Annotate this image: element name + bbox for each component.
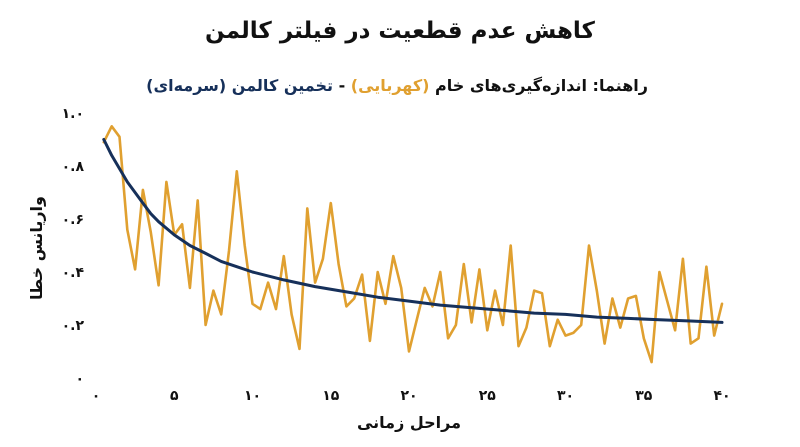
axes: ۰ ۰.۲ ۰.۴ ۰.۶ ۰.۸ ۱.۰ ۰ ۵ ۱۰ ۱۵ ۲۰ ۲۵ ۳۰ ۳۵ ۴۰ bbox=[62, 106, 731, 404]
y-axis-label: واریانس خطا bbox=[27, 196, 46, 300]
y-tick-label: ۰.۴ bbox=[62, 265, 85, 281]
x-tick-label: ۱۰ bbox=[244, 388, 261, 404]
y-tick-label: ۰ bbox=[75, 371, 84, 387]
x-tick-label: ۰ bbox=[92, 388, 101, 404]
legend-separator: - bbox=[333, 76, 351, 95]
x-axis-label: مراحل زمانی bbox=[357, 413, 461, 432]
chart-legend: راهنما: اندازه‌گیری‌های خام (کهربایی) - … bbox=[146, 76, 648, 95]
legend-raw-color: (کهربایی) bbox=[350, 76, 430, 95]
legend-kalman-color: (سرمه‌ای) bbox=[146, 76, 227, 95]
kalman-estimate-line bbox=[102, 138, 724, 324]
x-tick-label: ۳۵ bbox=[635, 388, 653, 404]
x-tick-label: ۳۰ bbox=[557, 388, 574, 404]
y-tick-label: ۰.۲ bbox=[62, 318, 85, 334]
x-tick-label: ۲۵ bbox=[479, 388, 497, 404]
raw-measurements-line bbox=[102, 125, 724, 364]
series-raw-measurements bbox=[102, 125, 724, 364]
x-tick-label: ۱۵ bbox=[322, 388, 340, 404]
y-tick-label: ۰.۶ bbox=[62, 212, 84, 228]
legend-kalman-label: تخمین کالمن bbox=[231, 76, 334, 95]
chart-title: کاهش عدم قطعیت در فیلتر کالمن bbox=[205, 18, 595, 44]
y-tick-label: ۱.۰ bbox=[62, 106, 84, 122]
series-kalman-estimate bbox=[102, 138, 724, 324]
x-tick-label: ۲۰ bbox=[400, 388, 417, 404]
y-tick-label: ۰.۸ bbox=[62, 159, 85, 175]
x-tick-label: ۵ bbox=[170, 388, 179, 404]
legend-prefix: راهنما: bbox=[586, 76, 648, 95]
legend-raw-label: اندازه‌گیری‌های خام bbox=[435, 76, 587, 95]
x-tick-label: ۴۰ bbox=[713, 388, 730, 404]
